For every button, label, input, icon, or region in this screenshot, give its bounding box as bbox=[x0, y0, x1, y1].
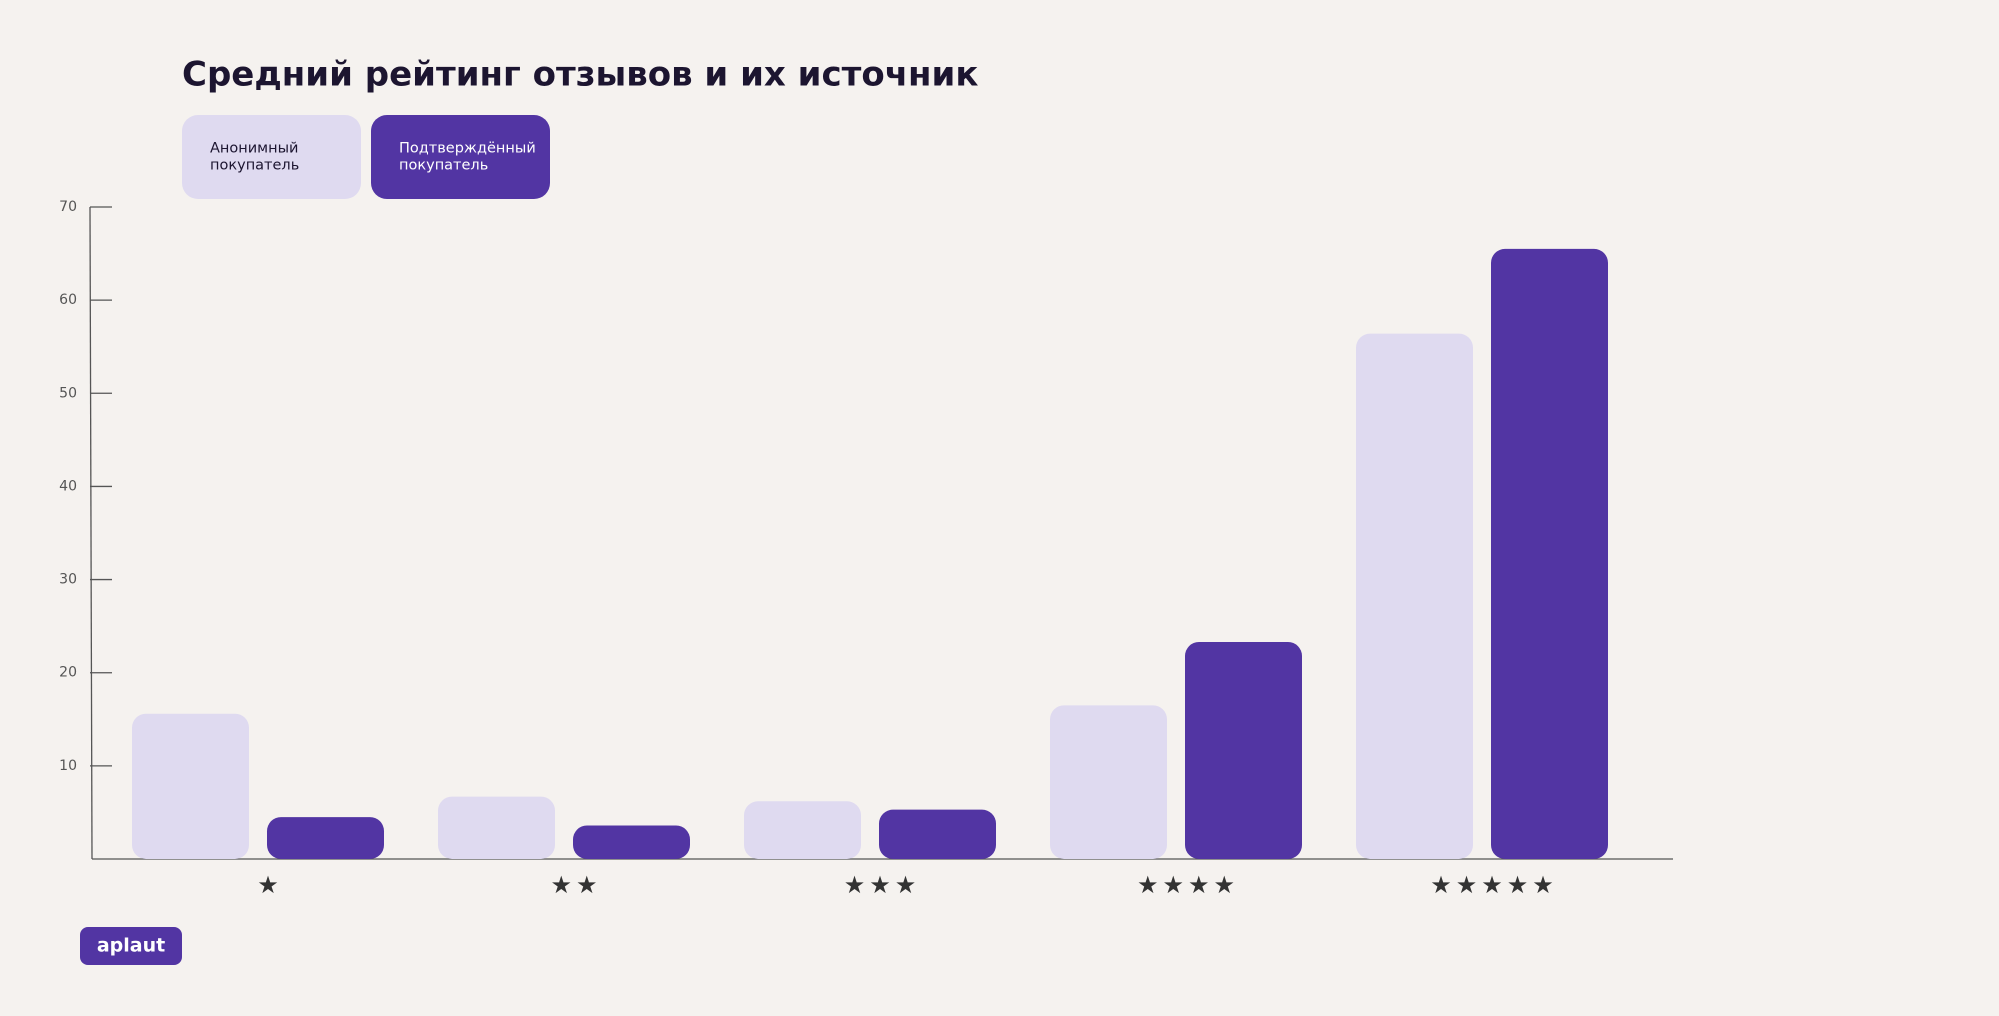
bar bbox=[1185, 641, 1302, 859]
y-tick-label: 60 bbox=[59, 292, 77, 308]
y-tick-label: 40 bbox=[59, 478, 77, 494]
logo-badge bbox=[80, 927, 182, 965]
legend-item bbox=[182, 115, 361, 199]
y-tick-label: 10 bbox=[59, 758, 77, 774]
bar bbox=[573, 825, 690, 859]
y-tick-label: 20 bbox=[59, 665, 77, 681]
y-tick-label: 50 bbox=[59, 385, 77, 401]
x-tick-label: ★★★★★ bbox=[1430, 871, 1558, 899]
bar bbox=[1050, 705, 1167, 859]
bar bbox=[1356, 333, 1473, 859]
x-tick-label: ★★★ bbox=[844, 871, 921, 899]
legend: Анонимный покупатель Подтверждённый покупат… bbox=[182, 115, 550, 199]
bar bbox=[438, 796, 555, 859]
x-tick-label: ★★★★ bbox=[1137, 871, 1239, 899]
x-tick-label: ★★ bbox=[550, 871, 601, 899]
bar bbox=[744, 801, 861, 859]
bar bbox=[132, 713, 249, 859]
logo: aplaut bbox=[97, 935, 165, 957]
legend-label: Анонимный покупатель bbox=[210, 141, 299, 174]
y-axis bbox=[89, 206, 93, 860]
x-tick-label: ★ bbox=[257, 871, 283, 899]
y-tick-label: 70 bbox=[59, 199, 77, 215]
y-tick-label: 30 bbox=[59, 572, 77, 588]
bar bbox=[1491, 248, 1608, 859]
legend-item bbox=[371, 115, 550, 199]
bar bbox=[879, 809, 996, 859]
legend-label: Подтверждённый покупатель bbox=[399, 141, 536, 174]
chart-title: Средний рейтинг отзывов и их источник bbox=[182, 55, 978, 95]
bar bbox=[267, 817, 384, 859]
